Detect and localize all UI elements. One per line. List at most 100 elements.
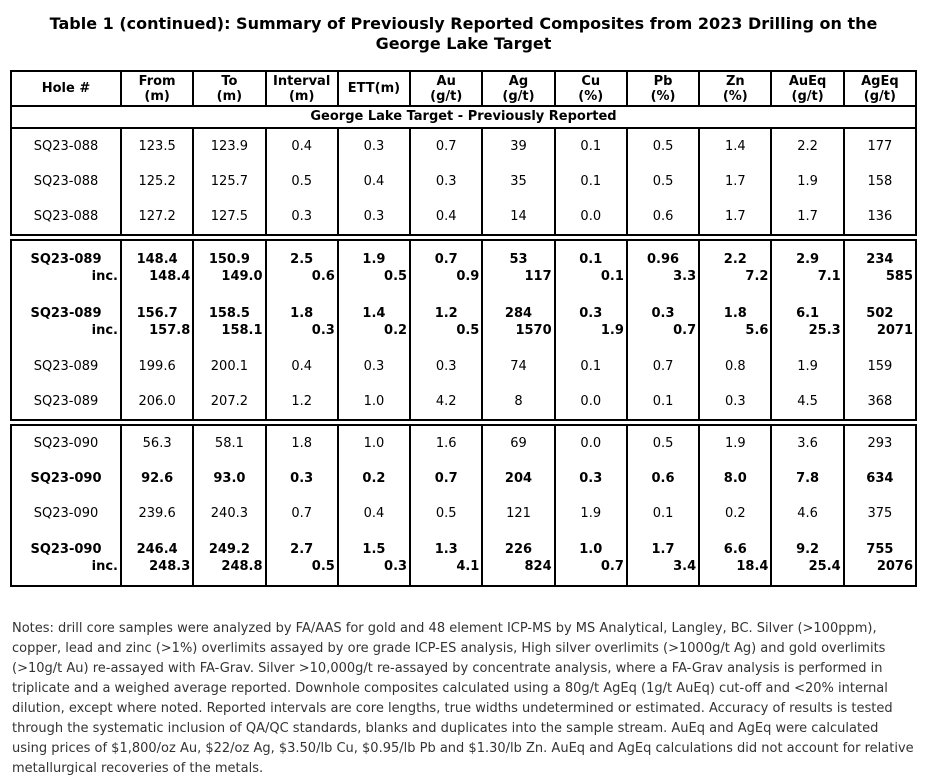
table-cell: SQ23-090 xyxy=(33,506,99,521)
table-cell: 53 117 xyxy=(481,241,553,295)
table-title: Table 1 (continued): Summary of Previous… xyxy=(49,14,878,53)
table-cell: 0.7 xyxy=(409,461,481,496)
column-header-to: To (m) xyxy=(192,72,264,105)
table-cell: 0.3 xyxy=(409,164,481,199)
table-cell: 1.9 xyxy=(770,349,842,384)
table-cell: 0.3 xyxy=(409,349,481,384)
column-header-hole: Hole # xyxy=(41,81,91,96)
table-cell: 755 2076 xyxy=(842,531,915,585)
table-cell: 249.2 248.8 xyxy=(192,531,264,585)
column-header-from: From (m) xyxy=(120,72,192,105)
table-cell: 0.6 xyxy=(625,461,698,496)
table-cell: 4.2 xyxy=(409,384,481,419)
table-cell: SQ23-089 xyxy=(33,394,99,409)
column-header-au: Au (g/t) xyxy=(409,72,481,105)
table-row: SQ23-090 56.3 58.1 1.8 1.0 1.6 69 0.0 0.5 1.9 3.6 2… xyxy=(12,426,915,461)
table-cell: 0.0 xyxy=(553,199,626,234)
table-cell: 56.3 xyxy=(120,426,192,461)
table-cell: 0.96 3.3 xyxy=(625,241,698,295)
table-cell: 226 824 xyxy=(481,531,553,585)
table-cell: 246.4 248.3 xyxy=(120,531,192,585)
table-cell: 35 xyxy=(481,164,553,199)
column-header-ageq: AgEq (g/t) xyxy=(842,72,915,105)
table-row: SQ23-089 206.0 207.2 1.2 1.0 4.2 8 0.0 0.1 0.3 4.5… xyxy=(12,384,915,419)
table-cell: 0.3 xyxy=(264,461,337,496)
table-cell: 0.5 xyxy=(625,129,698,164)
table-cell: 127.2 xyxy=(120,199,192,234)
table-cell: 4.6 xyxy=(770,496,842,531)
table-section-2: SQ23-089 inc. 148.4 148.4 150.9 149.0 2.5 0.6 1.… xyxy=(10,239,917,421)
table-cell: 123.5 xyxy=(120,129,192,164)
table-cell: 2.2 xyxy=(770,129,842,164)
table-cell: 0.4 xyxy=(409,199,481,234)
table-cell: 8.0 xyxy=(698,461,770,496)
table-cell: 368 xyxy=(842,384,915,419)
table-cell: 1.6 xyxy=(409,426,481,461)
section-band-header: George Lake Target - Previously Reported xyxy=(10,107,917,129)
table-cell: 1.3 4.1 xyxy=(409,531,481,585)
table-section-1: SQ23-088 123.5 123.9 0.4 0.3 0.7 39 0.1 0.5 1.4 2.… xyxy=(10,129,917,236)
table-row: SQ23-089 199.6 200.1 0.4 0.3 0.3 74 0.1 0.7 0.8 1.… xyxy=(12,349,915,384)
table-cell: 14 xyxy=(481,199,553,234)
column-header-ag: Ag (g/t) xyxy=(481,72,553,105)
table-cell: 207.2 xyxy=(192,384,264,419)
table-cell: 6.1 25.3 xyxy=(770,295,842,349)
table-cell: SQ23-090 xyxy=(33,436,99,451)
table-cell: 0.4 xyxy=(336,496,409,531)
table-cell: 156.7 157.8 xyxy=(120,295,192,349)
table-cell: 0.3 xyxy=(553,461,626,496)
table-cell: 2.2 7.2 xyxy=(698,241,770,295)
table-cell: 0.3 xyxy=(336,129,409,164)
table-cell: 0.2 xyxy=(698,496,770,531)
table-cell: 200.1 xyxy=(192,349,264,384)
table-body: SQ23-088 123.5 123.9 0.4 0.3 0.7 39 0.1 0.5 1.4 2.… xyxy=(10,129,917,587)
table-row: SQ23-089 inc. 148.4 148.4 150.9 149.0 2.5 0.6 1.… xyxy=(12,241,915,295)
table-cell: 4.5 xyxy=(770,384,842,419)
table-cell: 0.5 xyxy=(625,426,698,461)
table-cell: 1.2 0.5 xyxy=(409,295,481,349)
table-cell: 0.3 xyxy=(336,349,409,384)
table-cell: 121 xyxy=(481,496,553,531)
table-cell: SQ23-089 xyxy=(33,359,99,374)
table-cell: 0.1 xyxy=(625,496,698,531)
table-cell: 1.7 xyxy=(770,199,842,234)
table-cell: 1.9 xyxy=(770,164,842,199)
table-cell: 1.8 xyxy=(264,426,337,461)
table-cell: 158 xyxy=(842,164,915,199)
table-cell: 1.2 xyxy=(264,384,337,419)
table-cell: 1.9 xyxy=(553,496,626,531)
table-cell: 1.7 xyxy=(698,164,770,199)
table-cell: 74 xyxy=(481,349,553,384)
table-cell: 0.6 xyxy=(625,199,698,234)
table-cell: 0.7 xyxy=(264,496,337,531)
table-cell: 1.9 0.5 xyxy=(336,241,409,295)
table-cell: 0.4 xyxy=(264,129,337,164)
table-cell: 1.8 5.6 xyxy=(698,295,770,349)
table-cell: 199.6 xyxy=(120,349,192,384)
table-row: SQ23-088 125.2 125.7 0.5 0.4 0.3 35 0.1 0.5 1.7 1.… xyxy=(12,164,915,199)
table-row: SQ23-088 127.2 127.5 0.3 0.3 0.4 14 0.0 0.6 1.7 1.… xyxy=(12,199,915,234)
table-cell: 1.8 0.3 xyxy=(264,295,337,349)
table-cell: 240.3 xyxy=(192,496,264,531)
column-header-cu: Cu (%) xyxy=(553,72,626,105)
table-cell: 1.5 0.3 xyxy=(336,531,409,585)
table-cell: 177 xyxy=(842,129,915,164)
column-header-ettm: ETT(m) xyxy=(336,72,409,105)
table-cell: 127.5 xyxy=(192,199,264,234)
table-cell: 2.9 7.1 xyxy=(770,241,842,295)
table-cell: 0.3 0.7 xyxy=(625,295,698,349)
column-header-interval: Interval (m) xyxy=(264,72,337,105)
table-cell: 0.0 xyxy=(553,384,626,419)
column-header-aueq: AuEq (g/t) xyxy=(770,72,842,105)
table-cell: 1.4 0.2 xyxy=(336,295,409,349)
table-cell: 69 xyxy=(481,426,553,461)
table-cell: 284 1570 xyxy=(481,295,553,349)
table-cell: 125.7 xyxy=(192,164,264,199)
table-row: SQ23-090 92.6 93.0 0.3 0.2 0.7 204 0.3 0.6 8.0 7.8… xyxy=(12,461,915,496)
table-cell: 0.5 xyxy=(409,496,481,531)
table-cell: 0.4 xyxy=(336,164,409,199)
composites-table: Hole # From (m) To (m) Interval (m) ETT(m) Au (g/… xyxy=(10,70,917,587)
table-cell: 158.5 158.1 xyxy=(192,295,264,349)
table-cell: 1.0 xyxy=(336,384,409,419)
table-cell: 0.5 xyxy=(264,164,337,199)
